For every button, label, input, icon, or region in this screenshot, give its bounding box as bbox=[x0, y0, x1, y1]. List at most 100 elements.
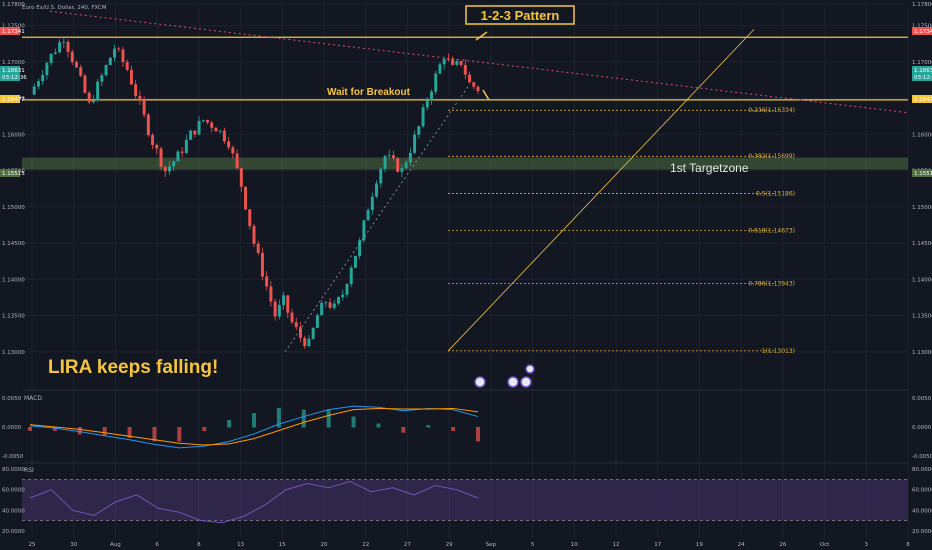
x-tick-label: 20 bbox=[321, 542, 328, 548]
svg-text:1.17341: 1.17341 bbox=[2, 29, 25, 35]
candle-body bbox=[151, 135, 155, 145]
candle-body bbox=[375, 183, 379, 197]
candle-body bbox=[146, 114, 150, 136]
macd-histogram-bar bbox=[252, 413, 256, 428]
rsi-band bbox=[22, 479, 908, 521]
macd-histogram-bar bbox=[152, 427, 157, 442]
candle-body bbox=[459, 61, 463, 65]
event-icon[interactable] bbox=[474, 376, 486, 388]
macd-histogram-bar bbox=[401, 427, 406, 433]
x-tick-label: 13 bbox=[237, 542, 244, 548]
candle-body bbox=[463, 64, 467, 75]
rsi-title: RSI bbox=[24, 467, 34, 474]
y-tick-left: 1.17800 bbox=[2, 2, 25, 8]
event-icon[interactable] bbox=[520, 376, 532, 388]
fib-level-label: 1(1.13013) bbox=[762, 348, 795, 355]
time-axis: 25 30 Aug 6 8 13 15 20 22 27 29 Sep 5 10 12 17 19 24 26 Oct… bbox=[29, 542, 911, 548]
candle-body bbox=[286, 295, 290, 313]
fib-level-label: 0.618(1.14673) bbox=[748, 228, 795, 235]
x-tick-label: 30 bbox=[70, 542, 77, 548]
x-tick-label: 5 bbox=[531, 542, 535, 548]
x-tick-label: 24 bbox=[738, 542, 745, 548]
candle-body bbox=[239, 168, 243, 187]
candle-body bbox=[159, 148, 163, 167]
event-icons[interactable] bbox=[474, 364, 535, 388]
macd-tick-right: 0.0000 bbox=[912, 425, 932, 431]
candle-body bbox=[294, 322, 298, 328]
target-zone-layer bbox=[22, 157, 908, 170]
candle-body bbox=[260, 252, 264, 277]
candle-body bbox=[70, 51, 74, 62]
candle-body bbox=[332, 303, 336, 308]
candle-body bbox=[442, 58, 446, 65]
candle-body bbox=[256, 243, 260, 253]
rsi-tick-right: 40.0000 bbox=[912, 508, 932, 514]
candle-body bbox=[167, 166, 171, 172]
candle-body bbox=[129, 69, 133, 85]
rsi-pane: 80.0000 80.0000 60.0000 60.0000 40.0000 40.00… bbox=[2, 462, 932, 535]
x-tick-label: 17 bbox=[654, 542, 661, 548]
x-tick-label: Aug bbox=[110, 542, 121, 548]
x-tick-label: 19 bbox=[696, 542, 703, 548]
rsi-tick-right: 80.0000 bbox=[912, 467, 932, 473]
pattern-arrow bbox=[475, 31, 488, 41]
x-tick-label: Oct bbox=[820, 542, 830, 548]
x-tick-label: 15 bbox=[279, 542, 286, 548]
candle-body bbox=[391, 155, 395, 159]
svg-text:1.15515: 1.15515 bbox=[914, 171, 932, 177]
candle-body bbox=[41, 74, 45, 82]
x-tick-label: 8 bbox=[197, 542, 201, 548]
candle-body bbox=[184, 139, 188, 153]
candle-body bbox=[353, 255, 357, 268]
fib-level-label: 0.786(1.13943) bbox=[748, 280, 795, 287]
signal-line bbox=[29, 407, 479, 446]
event-icon[interactable] bbox=[507, 376, 519, 388]
rsi-tick-right: 20.0000 bbox=[912, 529, 932, 535]
candle-body bbox=[66, 41, 70, 52]
candle-body bbox=[366, 210, 370, 221]
y-tick-left: 1.14500 bbox=[2, 241, 25, 247]
candle-body bbox=[193, 130, 197, 135]
macd-histogram-bar bbox=[276, 407, 281, 428]
macd-tick-right: -0.0050 bbox=[912, 454, 932, 460]
candle-body bbox=[222, 130, 226, 142]
candle-body bbox=[277, 304, 281, 317]
event-icon[interactable] bbox=[525, 364, 535, 374]
candle-body bbox=[138, 96, 142, 101]
candle-body bbox=[91, 100, 95, 103]
price-tag-last: 1.16631 03:12:36 1.16631 03:12:36 bbox=[0, 66, 932, 81]
rsi-line bbox=[29, 481, 479, 524]
candle-body bbox=[320, 302, 324, 316]
svg-text:1.16631: 1.16631 bbox=[914, 68, 932, 74]
candle-body bbox=[108, 57, 112, 66]
fib-level-label: 0.236(1.16334) bbox=[748, 107, 795, 114]
candle-body bbox=[396, 158, 400, 172]
candle-body bbox=[379, 168, 383, 184]
fib-anchor-line bbox=[447, 29, 755, 352]
macd-histogram-bar bbox=[301, 409, 306, 428]
svg-text:03:12:36: 03:12:36 bbox=[914, 75, 932, 81]
macd-pane: 0.0050 0.0050 0.0000 0.0000 -0.0050 -0.0050 bbox=[2, 389, 932, 460]
candle-body bbox=[273, 301, 277, 317]
x-tick-label: 25 bbox=[29, 542, 36, 548]
macd-histogram-bar bbox=[127, 427, 132, 438]
rsi-tick-left: 20.0000 bbox=[2, 529, 25, 535]
candle-body bbox=[358, 240, 362, 256]
macd-line bbox=[29, 405, 479, 449]
candle-body bbox=[341, 294, 345, 298]
candle-body bbox=[176, 151, 180, 162]
macd-histogram-bar bbox=[28, 427, 32, 431]
candle-body bbox=[349, 267, 353, 285]
candle-body bbox=[45, 62, 49, 75]
candle-body bbox=[235, 153, 239, 169]
ascending-trendline bbox=[284, 83, 471, 353]
x-tick-label: 6 bbox=[155, 542, 159, 548]
candle-body bbox=[299, 327, 302, 338]
rsi-tick-left: 60.0000 bbox=[2, 488, 25, 494]
candle-body bbox=[206, 119, 209, 123]
candle-body bbox=[180, 151, 184, 153]
price-tag-top: 1.17341 1.17341 bbox=[0, 27, 932, 35]
svg-text:1.15515: 1.15515 bbox=[2, 171, 25, 177]
y-tick-right: 1.17000 bbox=[912, 60, 932, 66]
